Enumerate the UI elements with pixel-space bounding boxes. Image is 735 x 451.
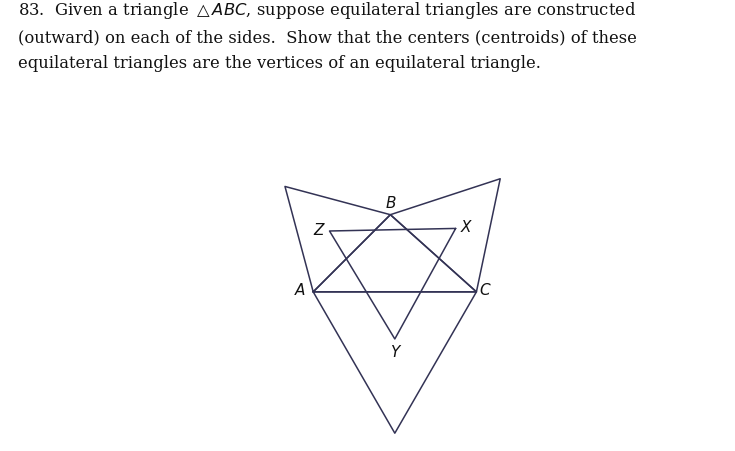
Text: $Z$: $Z$ — [313, 221, 326, 238]
Text: $X$: $X$ — [460, 219, 474, 235]
Text: $B$: $B$ — [384, 195, 396, 212]
Text: $A$: $A$ — [294, 282, 306, 299]
Text: $Y$: $Y$ — [390, 344, 403, 360]
Text: $C$: $C$ — [479, 282, 492, 299]
Text: 83.  Given a triangle $\triangle ABC$, suppose equilateral triangles are constru: 83. Given a triangle $\triangle ABC$, su… — [18, 0, 637, 72]
